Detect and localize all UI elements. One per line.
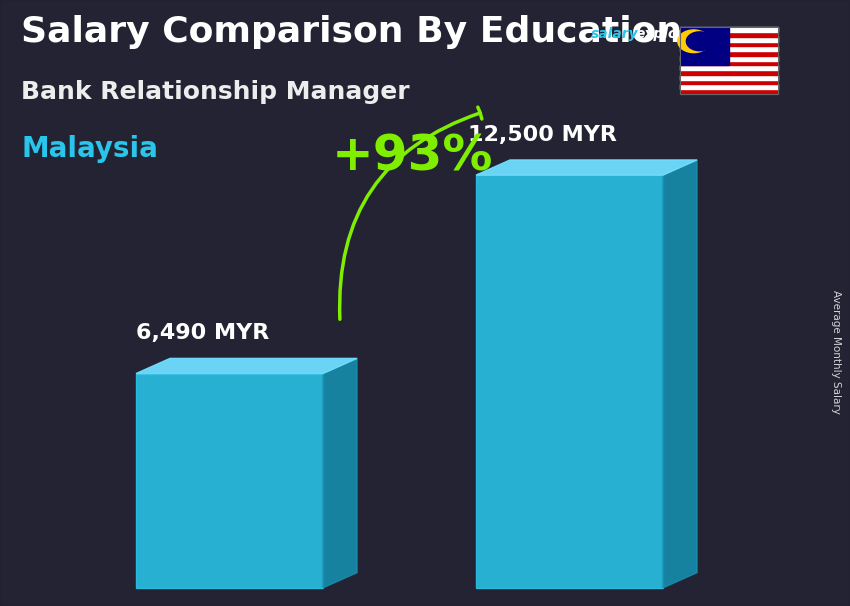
Text: Salary Comparison By Education: Salary Comparison By Education	[21, 15, 683, 49]
Text: +93%: +93%	[332, 132, 493, 180]
Polygon shape	[476, 160, 697, 175]
Text: .com: .com	[694, 27, 731, 41]
Text: Average Monthly Salary: Average Monthly Salary	[831, 290, 842, 413]
Bar	[136, 373, 323, 588]
Text: ★: ★	[717, 34, 726, 44]
Bar	[476, 175, 663, 588]
Text: Bank Relationship Manager: Bank Relationship Manager	[21, 80, 410, 104]
Text: 6,490 MYR: 6,490 MYR	[136, 323, 269, 343]
Text: salary: salary	[591, 27, 638, 41]
Polygon shape	[663, 160, 697, 588]
Text: 12,500 MYR: 12,500 MYR	[468, 125, 616, 145]
Text: Malaysia: Malaysia	[21, 135, 158, 162]
Text: explorer: explorer	[636, 27, 701, 41]
Polygon shape	[136, 358, 357, 373]
Polygon shape	[323, 358, 357, 588]
